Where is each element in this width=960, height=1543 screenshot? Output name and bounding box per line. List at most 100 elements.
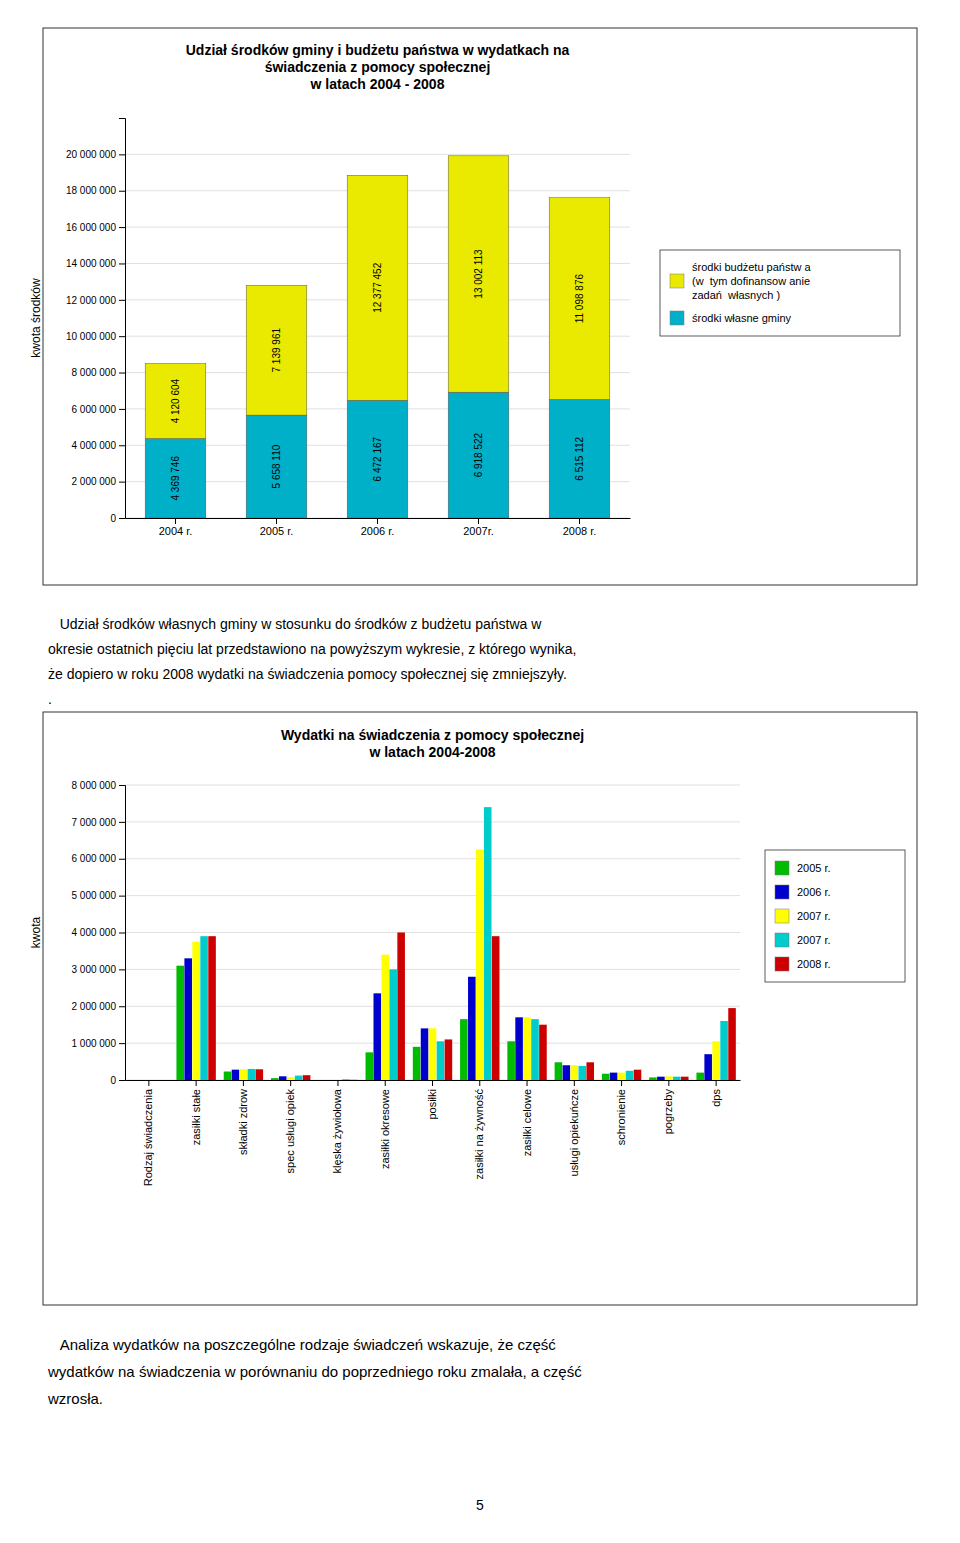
legend-swatch bbox=[775, 957, 789, 971]
bar bbox=[468, 977, 476, 1080]
paragraph-line: Analiza wydatków na poszczególne rodzaje… bbox=[48, 1336, 556, 1353]
legend-frame bbox=[660, 250, 900, 336]
bar bbox=[492, 936, 500, 1080]
bar bbox=[334, 1080, 342, 1081]
chart: 01 000 0002 000 0003 000 0004 000 0005 0… bbox=[29, 712, 917, 1305]
section-frame bbox=[43, 28, 917, 585]
legend-label: 2008 r. bbox=[797, 958, 831, 970]
tick-label: 3 000 000 bbox=[72, 964, 117, 975]
tick-mark bbox=[119, 373, 125, 374]
paragraph-line: Udział środków własnych gminy w stosunku… bbox=[48, 616, 542, 632]
bar bbox=[696, 1073, 704, 1080]
tick: usługi opiekuńcze bbox=[568, 1080, 580, 1176]
tick-mark bbox=[276, 518, 277, 524]
bar bbox=[184, 958, 192, 1080]
bar bbox=[145, 439, 206, 518]
bar bbox=[176, 966, 184, 1080]
bar bbox=[549, 400, 610, 518]
legend-label-line: 2008 r. bbox=[797, 958, 831, 970]
tick-mark bbox=[119, 518, 125, 519]
bar bbox=[484, 807, 492, 1080]
tick: pogrzeby bbox=[662, 1080, 674, 1134]
tick: 2007r. bbox=[463, 518, 494, 537]
legend-swatch bbox=[775, 885, 789, 899]
tick-mark bbox=[196, 1080, 197, 1086]
tick: Rodzaj świadczenia bbox=[142, 1080, 154, 1186]
tick: 8 000 000 bbox=[72, 780, 126, 791]
bar bbox=[507, 1041, 515, 1080]
data-labels: 4 369 7465 658 1106 472 1676 918 5226 51… bbox=[170, 249, 585, 501]
tick: 2005 r. bbox=[260, 518, 294, 537]
tick-label: 2008 r. bbox=[563, 525, 597, 537]
tick: 12 000 000 bbox=[66, 295, 125, 306]
tick-mark bbox=[119, 263, 125, 264]
bar bbox=[381, 955, 389, 1080]
tick: 2004 r. bbox=[159, 518, 193, 537]
bar bbox=[549, 198, 610, 400]
legend-label: środki budżetu państw a(w tym dofinansow… bbox=[692, 261, 812, 301]
tick-label: 2004 r. bbox=[159, 525, 193, 537]
title: Wydatki na świadczenia z pomocy społeczn… bbox=[281, 727, 584, 760]
chart: 4 369 7465 658 1106 472 1676 918 5226 51… bbox=[29, 28, 917, 585]
bar bbox=[366, 1052, 374, 1080]
tick-mark bbox=[119, 896, 125, 897]
legend-swatch bbox=[670, 274, 684, 288]
axis-title: kwota środków bbox=[29, 278, 43, 358]
bar bbox=[618, 1073, 626, 1080]
tick-mark bbox=[119, 300, 125, 301]
tick-mark bbox=[119, 409, 125, 410]
legend-label-line: środki własne gminy bbox=[692, 312, 792, 324]
legend-label-line: zadań własnych ) bbox=[692, 289, 780, 301]
bar bbox=[704, 1054, 712, 1080]
grid-line bbox=[125, 932, 740, 933]
bar bbox=[389, 969, 397, 1080]
tick-mark bbox=[243, 1080, 244, 1086]
tick: 1 000 000 bbox=[72, 1038, 126, 1049]
bar bbox=[626, 1071, 634, 1080]
tick: 16 000 000 bbox=[66, 222, 125, 233]
bar bbox=[129, 1080, 137, 1081]
tick-label: 2007r. bbox=[463, 525, 494, 537]
bar bbox=[246, 415, 307, 518]
tick-label: pogrzeby bbox=[662, 1089, 674, 1135]
tick-label: 12 000 000 bbox=[66, 295, 116, 306]
bar bbox=[563, 1065, 571, 1080]
data-label: 7 139 961 bbox=[271, 328, 282, 373]
tick-label: klęska żywiołowa bbox=[331, 1088, 343, 1173]
bar bbox=[271, 1078, 279, 1080]
tick-mark bbox=[119, 859, 125, 860]
tick-label: dps bbox=[710, 1089, 722, 1107]
page: 4 369 7465 658 1106 472 1676 918 5226 51… bbox=[0, 0, 960, 1543]
tick-mark bbox=[479, 1080, 480, 1086]
bar bbox=[712, 1041, 720, 1080]
tick-mark bbox=[119, 933, 125, 934]
bar bbox=[326, 1080, 334, 1081]
tick-label: 5 000 000 bbox=[72, 890, 117, 901]
grid-line bbox=[125, 969, 740, 970]
tick: 10 000 000 bbox=[66, 331, 125, 342]
tick: klęska żywiołowa bbox=[331, 1080, 343, 1173]
legend-label-line: 2005 r. bbox=[797, 862, 831, 874]
tick: dps bbox=[710, 1080, 722, 1107]
tick-mark bbox=[119, 482, 125, 483]
legend-label: 2007 r. bbox=[797, 934, 831, 946]
tick-mark bbox=[668, 1080, 669, 1086]
bar bbox=[610, 1073, 618, 1080]
tick: 4 000 000 bbox=[72, 927, 126, 938]
legend-swatch bbox=[775, 909, 789, 923]
tick: 6 000 000 bbox=[72, 404, 126, 415]
bar bbox=[681, 1077, 689, 1080]
legend-label: środki własne gminy bbox=[692, 312, 792, 324]
bars bbox=[176, 807, 735, 1080]
tick-label: 0 bbox=[110, 513, 116, 524]
y-axis: 02 000 0004 000 0006 000 0008 000 00010 … bbox=[66, 119, 126, 524]
legend-label-line: 2006 r. bbox=[797, 886, 831, 898]
tick-label: Rodzaj świadczenia bbox=[142, 1088, 154, 1186]
bar bbox=[429, 1028, 437, 1080]
tick: schronienie bbox=[615, 1080, 627, 1145]
bar bbox=[555, 1062, 563, 1080]
bar bbox=[531, 1019, 539, 1080]
legend: 2005 r.2006 r.2007 r.2007 r.2008 r. bbox=[765, 850, 905, 982]
bar bbox=[208, 936, 216, 1080]
tick: 7 000 000 bbox=[72, 817, 126, 828]
